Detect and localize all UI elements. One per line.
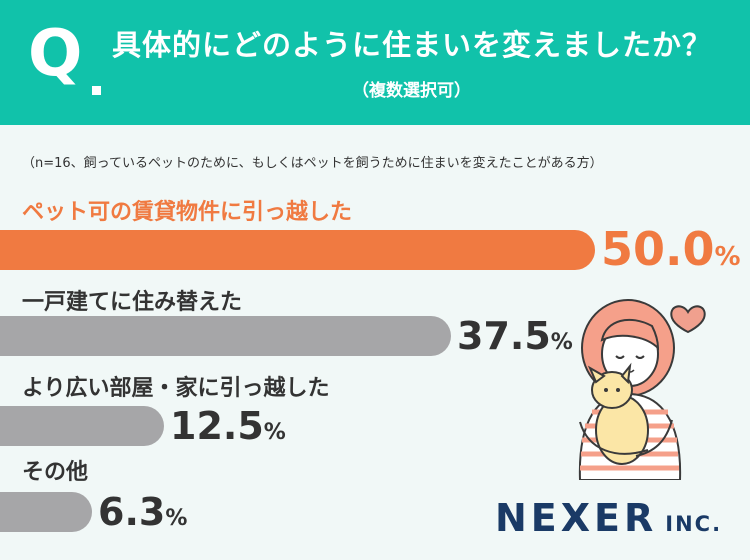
question-subtitle: （複数選択可） [352,81,471,101]
bar [0,316,451,356]
category-label: その他 [22,460,89,485]
data-label-unit: % [165,506,188,531]
data-label-number: 6.3 [98,490,166,534]
question-mark-dot [92,86,101,95]
data-label: 12.5% [170,407,286,445]
bar [0,230,595,270]
data-label-unit: % [714,242,741,272]
person-with-pet-illustration [578,299,706,480]
sample-note: （n=16、飼っているペットのために、もしくはペットを飼うために住まいを変えたこ… [22,156,603,171]
data-label: 37.5% [457,317,573,355]
category-label: 一戸建てに住み替えた [22,290,243,315]
dog [587,362,649,465]
category-label: ペット可の賃貸物件に引っ越した [22,200,353,225]
data-label: 50.0% [601,226,741,272]
data-label-number: 50.0 [601,222,715,276]
question-mark: Q [28,17,83,91]
data-label-number: 37.5 [457,314,551,358]
header-banner: Q 具体的にどのように住まいを変えましたか？ （複数選択可） [0,0,750,125]
arms [579,419,673,457]
logo-suffix-text: INC. [665,512,723,536]
data-label-unit: % [550,330,573,355]
data-label: 6.3% [98,493,187,531]
bar [0,492,92,532]
category-label: より広い部屋・家に引っ越した [22,376,330,401]
logo-main-text: NEXER [495,496,658,540]
question-title: 具体的にどのように住まいを変えましたか？ [112,28,713,62]
heart-icon [670,305,706,334]
bar [0,406,164,446]
data-label-number: 12.5 [170,404,264,448]
company-logo: NEXER INC. [495,496,722,540]
data-label-unit: % [263,420,286,445]
